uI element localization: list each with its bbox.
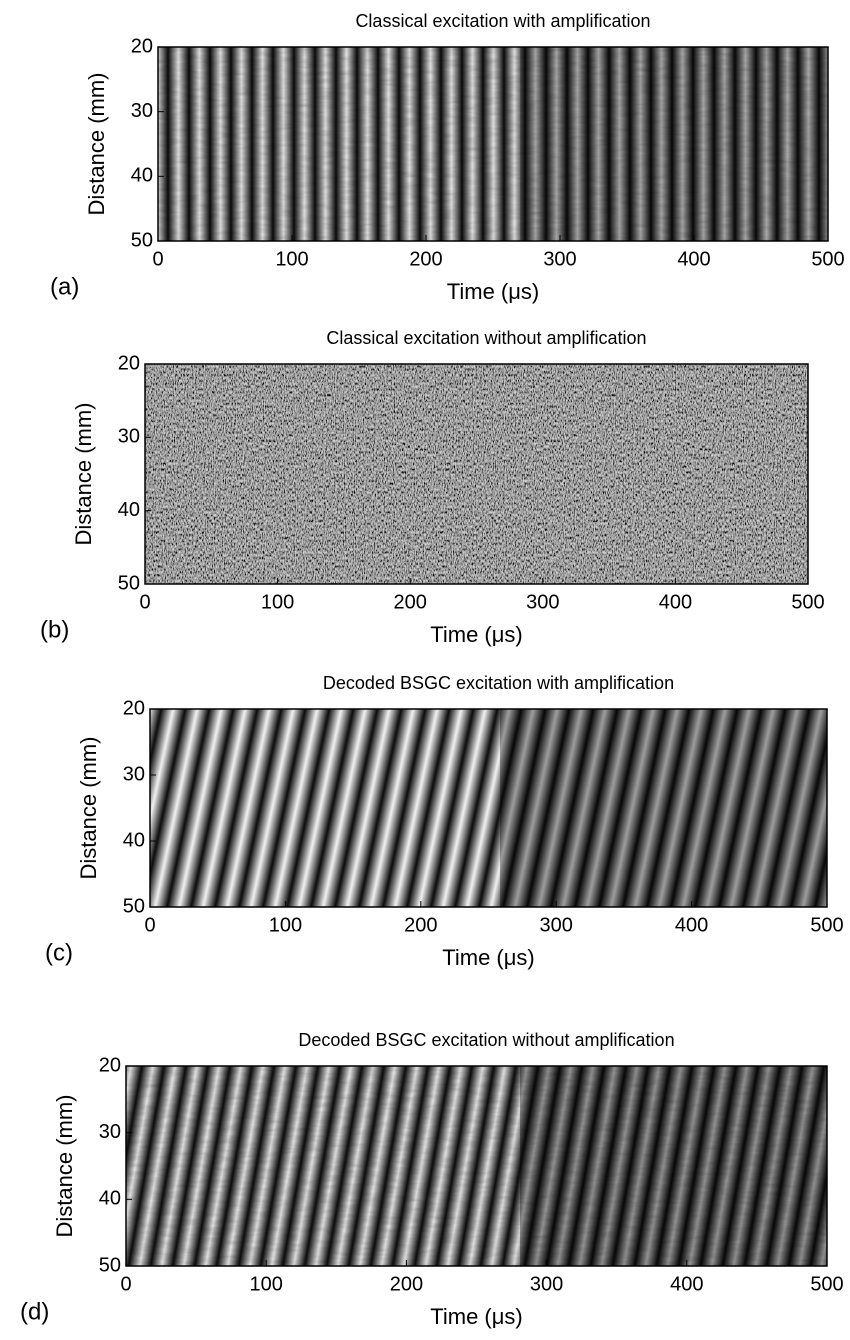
y-tick-label: 20 [131, 35, 153, 57]
y-axis-label: Distance (mm) [76, 736, 101, 879]
plot-frame [144, 363, 809, 585]
y-tick-label: 50 [131, 229, 153, 251]
plot-frame [149, 708, 828, 908]
heatmap-image-a [158, 47, 828, 241]
chart-title: Decoded BSGC excitation with amplificati… [323, 673, 674, 693]
y-tick-label: 30 [118, 426, 140, 448]
x-tick-label: 100 [261, 591, 294, 613]
x-tick-label: 500 [810, 1273, 843, 1295]
chart-title: Classical excitation without amplificati… [326, 328, 646, 348]
x-tick-label: 400 [670, 1273, 703, 1295]
y-tick-label: 20 [99, 1054, 121, 1076]
x-tick-label: 100 [275, 248, 308, 270]
x-tick-label: 500 [811, 248, 844, 270]
y-tick-label: 40 [118, 499, 140, 521]
x-axis-label: Time (μs) [447, 279, 540, 304]
x-tick-label: 100 [250, 1273, 283, 1295]
x-tick-label: 300 [543, 248, 576, 270]
panel-label: (c) [45, 939, 73, 966]
heatmap-image-b [145, 364, 808, 584]
x-tick-label: 300 [530, 1273, 563, 1295]
chart-title: Decoded BSGC excitation without amplific… [298, 1030, 674, 1050]
x-tick-label: 400 [677, 248, 710, 270]
y-tick-label: 40 [99, 1188, 121, 1210]
x-axis-label: Time (μs) [430, 1304, 523, 1329]
x-tick-label: 300 [540, 914, 573, 936]
x-tick-label: 0 [152, 248, 163, 270]
x-tick-label: 300 [526, 591, 559, 613]
y-tick-label: 40 [131, 165, 153, 187]
y-tick-label: 50 [123, 895, 145, 917]
x-axis-label: Time (μs) [442, 945, 535, 970]
x-tick-label: 0 [139, 591, 150, 613]
panel-label: (b) [40, 616, 69, 643]
x-tick-label: 500 [791, 591, 824, 613]
y-tick-label: 20 [118, 352, 140, 374]
plot-frame [157, 46, 829, 242]
panel-label: (d) [20, 1298, 49, 1325]
x-tick-label: 400 [659, 591, 692, 613]
y-tick-label: 30 [131, 100, 153, 122]
x-tick-label: 200 [409, 248, 442, 270]
y-tick-label: 50 [118, 572, 140, 594]
y-tick-label: 30 [123, 763, 145, 785]
y-tick-label: 30 [99, 1121, 121, 1143]
x-tick-label: 200 [394, 591, 427, 613]
x-tick-label: 500 [810, 914, 843, 936]
heatmap-image-c [150, 709, 827, 907]
heatmap-image-d [126, 1066, 827, 1266]
x-tick-label: 100 [269, 914, 302, 936]
x-tick-label: 0 [120, 1273, 131, 1295]
x-tick-label: 0 [144, 914, 155, 936]
x-tick-label: 400 [675, 914, 708, 936]
chart-title: Classical excitation with amplification [355, 11, 650, 31]
x-tick-label: 200 [390, 1273, 423, 1295]
x-axis-label: Time (μs) [430, 622, 523, 647]
y-axis-label: Distance (mm) [52, 1094, 77, 1237]
y-axis-label: Distance (mm) [71, 402, 96, 545]
plot-frame [125, 1065, 828, 1267]
y-tick-label: 20 [123, 697, 145, 719]
y-tick-label: 50 [99, 1254, 121, 1276]
y-axis-label: Distance (mm) [84, 72, 109, 215]
y-tick-label: 40 [123, 829, 145, 851]
panel-label: (a) [50, 273, 79, 300]
x-tick-label: 200 [404, 914, 437, 936]
